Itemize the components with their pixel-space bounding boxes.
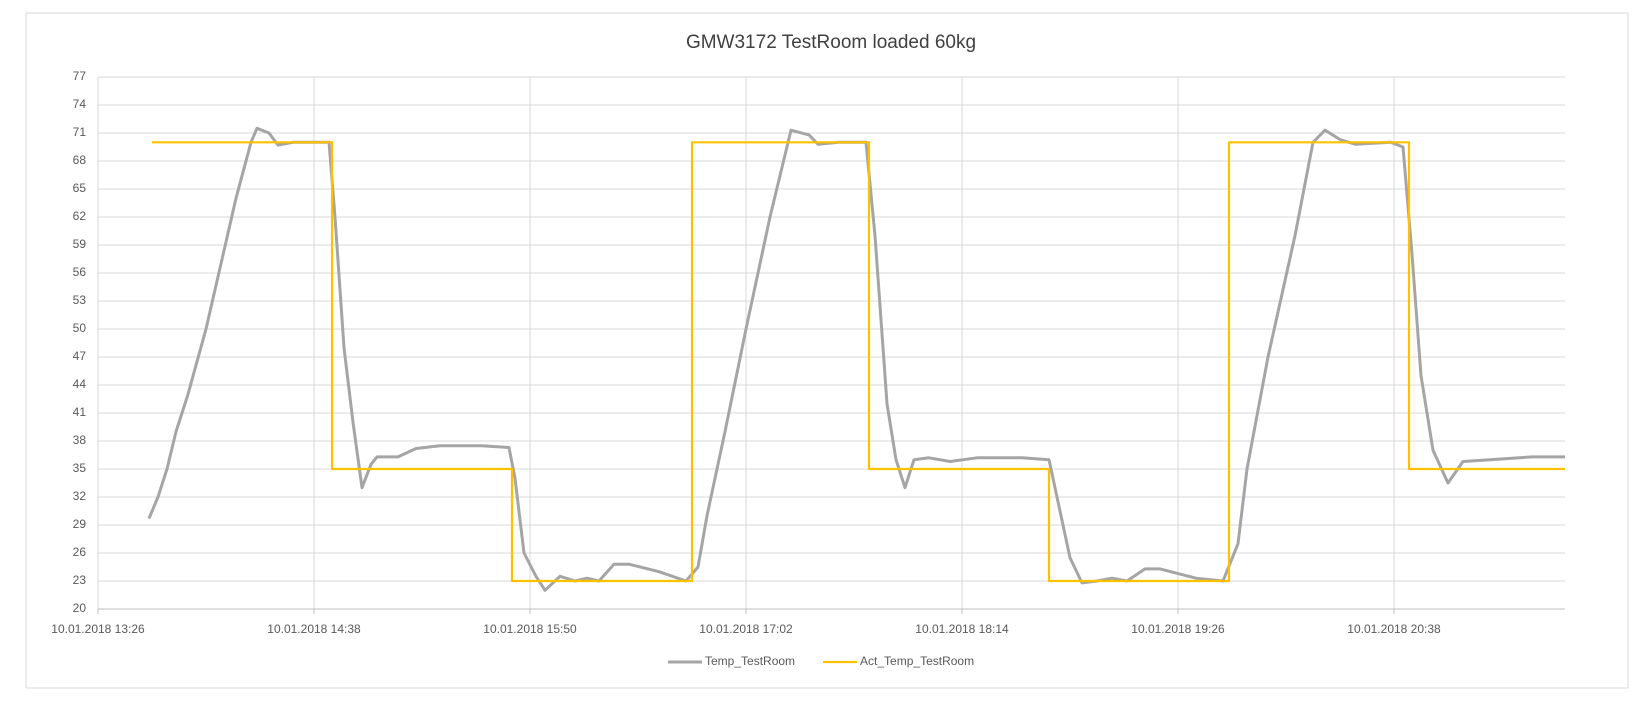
legend-label: Act_Temp_TestRoom [860,654,974,668]
y-tick-label: 26 [73,545,87,559]
y-tick-label: 41 [73,405,87,419]
y-tick-label: 71 [73,125,87,139]
series-line [152,141,1565,583]
y-tick-label: 77 [73,69,87,83]
x-tick-label: 10.01.2018 14:38 [267,622,361,636]
y-tick-label: 59 [73,237,87,251]
legend-label: Temp_TestRoom [705,654,795,668]
y-tick-label: 35 [73,461,87,475]
y-tick-label: 23 [73,573,87,587]
y-tick-label: 74 [73,97,87,111]
y-tick-label: 32 [73,489,87,503]
series-line [147,126,1565,592]
y-tick-label: 44 [73,377,87,391]
y-tick-label: 56 [73,265,87,279]
y-tick-label: 65 [73,181,87,195]
x-tick-label: 10.01.2018 13:26 [51,622,145,636]
x-tick-label: 10.01.2018 15:50 [483,622,577,636]
y-tick-label: 20 [73,601,87,615]
y-tick-label: 29 [73,517,87,531]
y-tick-label: 47 [73,349,87,363]
y-tick-label: 62 [73,209,87,223]
chart-title: GMW3172 TestRoom loaded 60kg [686,32,976,53]
y-tick-label: 38 [73,433,87,447]
x-tick-label: 10.01.2018 18:14 [915,622,1009,636]
chart-frame [25,12,1629,689]
x-tick-label: 10.01.2018 20:38 [1347,622,1441,636]
y-tick-label: 50 [73,321,87,335]
y-tick-label: 68 [73,153,87,167]
y-tick-label: 53 [73,293,87,307]
x-tick-label: 10.01.2018 17:02 [699,622,793,636]
x-tick-label: 10.01.2018 19:26 [1131,622,1225,636]
